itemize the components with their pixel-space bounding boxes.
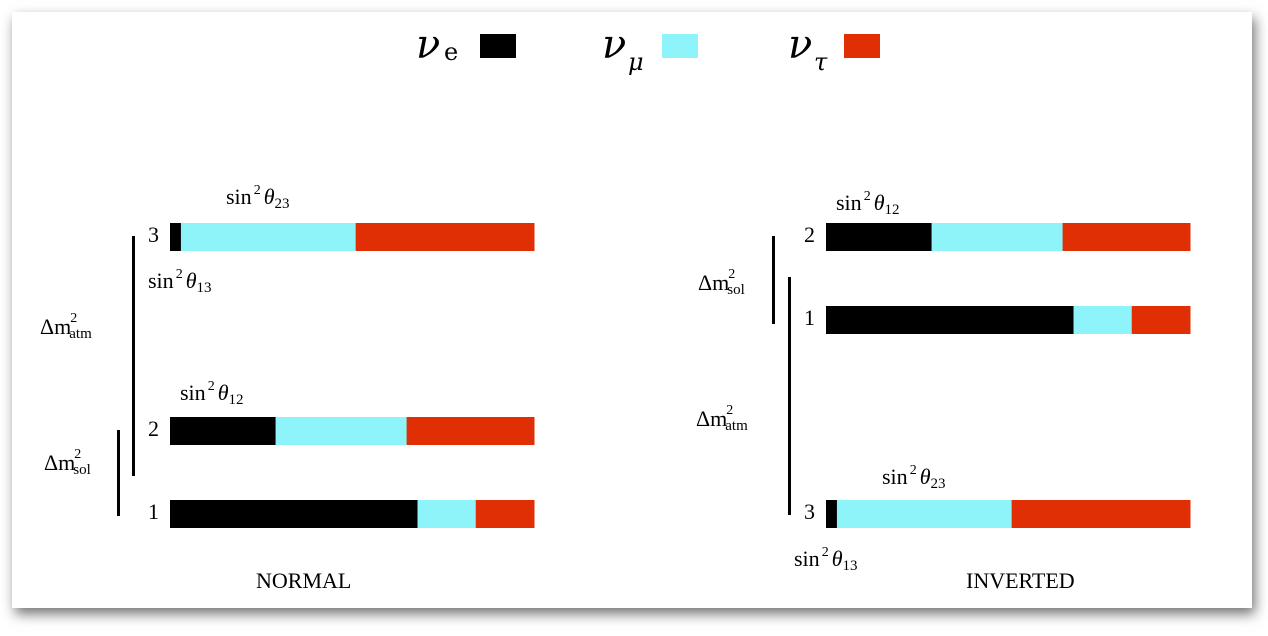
sol-splitting-line (117, 430, 120, 516)
dm2-sol-label: Δm2 sol (698, 267, 745, 298)
level-bar-inverted-2 (826, 223, 1191, 251)
dm2-atm-label: Δm2 atm (696, 403, 748, 434)
mass-hierarchy-diagram: ν e ν μ ν τ 3 2 1 Δm2 atm Δm2 sol sin 2 (40, 22, 1191, 593)
sin2-theta13-label: sin 2 θ13 (148, 267, 212, 296)
sin2-theta23-label: sin 2 θ23 (226, 183, 290, 212)
sin2-theta23-label: sin 2 θ23 (882, 463, 946, 492)
level-label-3: 3 (148, 222, 159, 247)
bar-segment-mu (836, 500, 1013, 528)
level-bar-normal-3 (170, 223, 535, 251)
bar-segment-tau (406, 417, 535, 445)
sin2-theta13-label: sin 2 θ13 (794, 545, 858, 574)
level-bar-normal-1 (170, 500, 535, 528)
legend-swatch-nu-e (480, 34, 516, 58)
legend-symbol: ν (788, 22, 812, 68)
bar-segment-e (826, 223, 933, 251)
legend-item-nu-tau: ν τ (788, 22, 880, 76)
bar-segment-e (170, 500, 419, 528)
sin2-theta12-label: sin 2 θ12 (836, 189, 900, 218)
inverted-title: INVERTED (966, 568, 1075, 593)
bar-segment-e (170, 417, 277, 445)
legend-symbol: ν (602, 22, 626, 68)
atm-splitting-line (132, 236, 135, 476)
bar-segment-mu (180, 223, 357, 251)
legend-swatch-nu-mu (662, 34, 698, 58)
figure-card: ν e ν μ ν τ 3 2 1 Δm2 atm Δm2 sol sin 2 (12, 12, 1252, 608)
level-label-1: 1 (804, 305, 815, 330)
bar-segment-e (826, 500, 838, 528)
bar-segment-e (826, 306, 1075, 334)
legend: ν e ν μ ν τ (416, 22, 880, 76)
level-label-2: 2 (804, 222, 815, 247)
legend-swatch-nu-tau (844, 34, 880, 58)
sol-splitting-line (772, 236, 775, 324)
legend-subscript: τ (814, 48, 828, 76)
legend-subscript: μ (628, 48, 644, 76)
legend-item-nu-e: ν e (416, 22, 516, 68)
bar-segment-tau (1062, 223, 1191, 251)
legend-symbol: ν (416, 22, 440, 68)
dm2-sol-label: Δm2 sol (44, 447, 91, 478)
bar-segment-mu (1073, 306, 1133, 334)
bar-segment-tau (475, 500, 535, 528)
bar-segment-mu (275, 417, 408, 445)
bar-segment-mu (931, 223, 1064, 251)
bar-segment-tau (1131, 306, 1191, 334)
legend-subscript: e (444, 38, 458, 66)
inverted-hierarchy: 2 1 3 Δm2 sol Δm2 atm sin 2 θ12 sin 2 θ23 sin 2… (696, 189, 1191, 593)
level-label-3: 3 (804, 499, 815, 524)
bar-segment-tau (1011, 500, 1191, 528)
normal-title: NORMAL (256, 568, 351, 593)
level-label-2: 2 (148, 416, 159, 441)
bar-segment-e (170, 223, 182, 251)
level-bar-inverted-3 (826, 500, 1191, 528)
sin2-theta12-label: sin 2 θ12 (180, 379, 244, 408)
level-bar-normal-2 (170, 417, 535, 445)
level-label-1: 1 (148, 499, 159, 524)
normal-hierarchy: 3 2 1 Δm2 atm Δm2 sol sin 2 θ23 sin 2 θ13 sin 2… (40, 183, 535, 593)
level-bar-inverted-1 (826, 306, 1191, 334)
bar-segment-tau (355, 223, 535, 251)
bar-segment-mu (417, 500, 477, 528)
atm-splitting-line (788, 277, 791, 515)
legend-item-nu-mu: ν μ (602, 22, 698, 76)
dm2-atm-label: Δm2 atm (40, 311, 92, 342)
